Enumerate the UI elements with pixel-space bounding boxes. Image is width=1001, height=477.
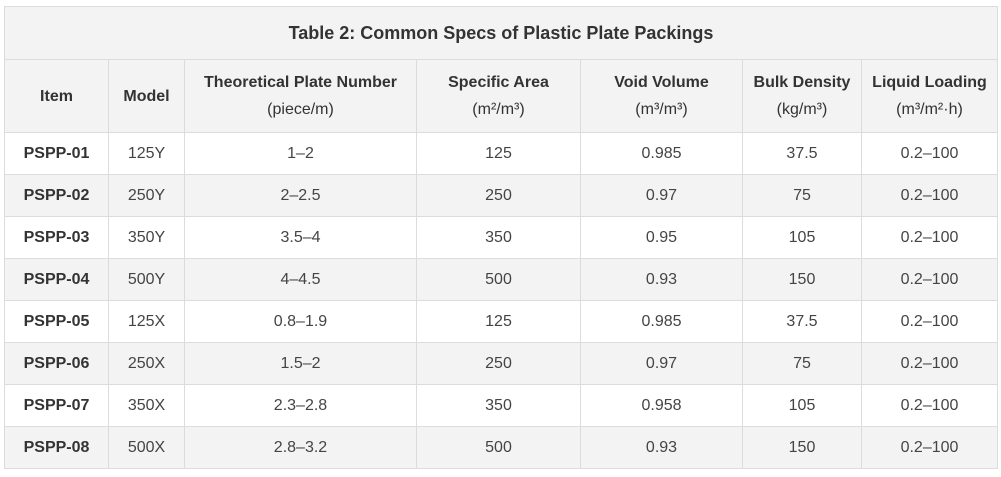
cell-plate-number: 2–2.5 [184, 174, 417, 217]
cell-void-volume: 0.95 [580, 216, 743, 259]
header-row: Item Model Theoretical Plate Number (pie… [4, 59, 998, 133]
header-unit: (kg/m³) [776, 101, 828, 118]
table-row: PSPP-08 500X 2.8–3.2 500 0.93 150 0.2–10… [4, 426, 998, 469]
cell-bulk-density: 37.5 [742, 132, 862, 175]
cell-liquid-loading: 0.2–100 [861, 216, 998, 259]
header-model: Model [108, 59, 185, 133]
cell-liquid-loading: 0.2–100 [861, 384, 998, 427]
cell-model: 500X [108, 426, 185, 469]
cell-plate-number: 4–4.5 [184, 258, 417, 301]
header-unit: (m²/m³) [472, 101, 525, 118]
cell-void-volume: 0.985 [580, 132, 743, 175]
cell-void-volume: 0.93 [580, 426, 743, 469]
header-unit: (m³/m²·h) [896, 101, 963, 118]
header-theoretical-plate-number: Theoretical Plate Number (piece/m) [184, 59, 417, 133]
header-label: Liquid Loading [872, 74, 987, 91]
specs-table: Table 2: Common Specs of Plastic Plate P… [4, 6, 998, 469]
header-item: Item [4, 59, 109, 133]
header-bulk-density: Bulk Density (kg/m³) [742, 59, 862, 133]
cell-specific-area: 500 [416, 258, 581, 301]
table-row: PSPP-05 125X 0.8–1.9 125 0.985 37.5 0.2–… [4, 300, 998, 343]
cell-model: 500Y [108, 258, 185, 301]
cell-bulk-density: 75 [742, 174, 862, 217]
cell-specific-area: 350 [416, 384, 581, 427]
table-row: PSPP-07 350X 2.3–2.8 350 0.958 105 0.2–1… [4, 384, 998, 427]
cell-item: PSPP-07 [4, 384, 109, 427]
cell-liquid-loading: 0.2–100 [861, 132, 998, 175]
cell-model: 250Y [108, 174, 185, 217]
header-unit: (m³/m³) [635, 101, 688, 118]
cell-plate-number: 3.5–4 [184, 216, 417, 259]
header-label: Bulk Density [753, 74, 851, 91]
header-label: Void Volume [614, 74, 709, 91]
cell-item: PSPP-05 [4, 300, 109, 343]
cell-plate-number: 2.8–3.2 [184, 426, 417, 469]
header-liquid-loading: Liquid Loading (m³/m²·h) [861, 59, 998, 133]
cell-item: PSPP-01 [4, 132, 109, 175]
cell-item: PSPP-04 [4, 258, 109, 301]
cell-liquid-loading: 0.2–100 [861, 426, 998, 469]
cell-item: PSPP-03 [4, 216, 109, 259]
cell-plate-number: 1–2 [184, 132, 417, 175]
header-void-volume: Void Volume (m³/m³) [580, 59, 743, 133]
cell-plate-number: 0.8–1.9 [184, 300, 417, 343]
cell-bulk-density: 150 [742, 426, 862, 469]
cell-specific-area: 250 [416, 342, 581, 385]
cell-specific-area: 125 [416, 132, 581, 175]
header-label: Model [123, 87, 170, 105]
cell-void-volume: 0.958 [580, 384, 743, 427]
cell-model: 350Y [108, 216, 185, 259]
cell-bulk-density: 75 [742, 342, 862, 385]
cell-model: 125Y [108, 132, 185, 175]
cell-model: 125X [108, 300, 185, 343]
table-row: PSPP-01 125Y 1–2 125 0.985 37.5 0.2–100 [4, 132, 998, 175]
header-label: Specific Area [448, 74, 549, 91]
table-row: PSPP-02 250Y 2–2.5 250 0.97 75 0.2–100 [4, 174, 998, 217]
table-row: PSPP-04 500Y 4–4.5 500 0.93 150 0.2–100 [4, 258, 998, 301]
header-specific-area: Specific Area (m²/m³) [416, 59, 581, 133]
cell-bulk-density: 105 [742, 216, 862, 259]
table-row: PSPP-03 350Y 3.5–4 350 0.95 105 0.2–100 [4, 216, 998, 259]
cell-model: 350X [108, 384, 185, 427]
header-label: Theoretical Plate Number [204, 74, 397, 91]
cell-specific-area: 250 [416, 174, 581, 217]
header-label: Item [40, 87, 73, 105]
header-unit: (piece/m) [267, 101, 334, 118]
cell-specific-area: 500 [416, 426, 581, 469]
cell-plate-number: 2.3–2.8 [184, 384, 417, 427]
cell-void-volume: 0.93 [580, 258, 743, 301]
cell-liquid-loading: 0.2–100 [861, 342, 998, 385]
cell-liquid-loading: 0.2–100 [861, 300, 998, 343]
cell-bulk-density: 105 [742, 384, 862, 427]
cell-item: PSPP-02 [4, 174, 109, 217]
cell-specific-area: 125 [416, 300, 581, 343]
table-body: PSPP-01 125Y 1–2 125 0.985 37.5 0.2–100 … [4, 132, 998, 469]
table-container: Table 2: Common Specs of Plastic Plate P… [4, 6, 998, 469]
cell-item: PSPP-06 [4, 342, 109, 385]
cell-bulk-density: 150 [742, 258, 862, 301]
table-row: PSPP-06 250X 1.5–2 250 0.97 75 0.2–100 [4, 342, 998, 385]
cell-void-volume: 0.97 [580, 342, 743, 385]
table-title: Table 2: Common Specs of Plastic Plate P… [4, 6, 998, 59]
cell-plate-number: 1.5–2 [184, 342, 417, 385]
cell-bulk-density: 37.5 [742, 300, 862, 343]
cell-void-volume: 0.97 [580, 174, 743, 217]
cell-void-volume: 0.985 [580, 300, 743, 343]
cell-item: PSPP-08 [4, 426, 109, 469]
cell-liquid-loading: 0.2–100 [861, 258, 998, 301]
cell-specific-area: 350 [416, 216, 581, 259]
cell-model: 250X [108, 342, 185, 385]
cell-liquid-loading: 0.2–100 [861, 174, 998, 217]
